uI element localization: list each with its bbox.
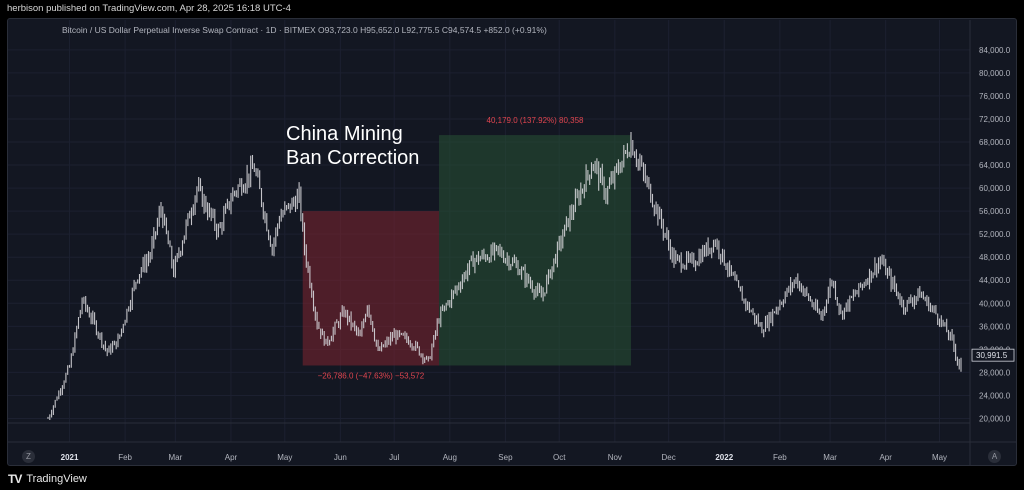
y-tick-label: 72,000.0 [979, 115, 1011, 124]
annotation-text: Ban Correction [286, 147, 419, 169]
x-tick-label: May [932, 453, 947, 462]
x-tick-label: Mar [823, 453, 837, 462]
y-tick-label: 68,000.0 [979, 138, 1011, 147]
published-info: herbison published on TradingView.com, A… [7, 3, 291, 14]
x-tick-label: Feb [773, 453, 787, 462]
y-tick-label: 20,000.0 [979, 414, 1011, 423]
x-tick-label: Jul [389, 453, 399, 462]
auto-scale-button[interactable]: A [988, 450, 1001, 463]
tradingview-brand: TradingView [26, 473, 87, 485]
last-price-tag [971, 348, 1015, 362]
bear-zone-label: −26,786.0 (−47.63%) −53,572 [318, 371, 425, 380]
y-tick-label: 48,000.0 [979, 253, 1011, 262]
publish-bar: herbison published on TradingView.com, A… [0, 0, 1024, 18]
y-tick-label: 76,000.0 [979, 92, 1011, 101]
price-series [47, 132, 962, 420]
x-tick-label: 2022 [715, 453, 733, 462]
bull-zone-label: 40,179.0 (137.92%) 80,358 [487, 116, 585, 125]
x-tick-label: Mar [168, 453, 182, 462]
y-tick-label: 40,000.0 [979, 299, 1011, 308]
x-tick-label: Apr [225, 453, 238, 462]
x-tick-label: May [277, 453, 292, 462]
footer-bar: TV TradingView [0, 466, 1024, 490]
x-tick-label: Oct [553, 453, 566, 462]
x-tick-label: Apr [879, 453, 892, 462]
y-tick-label: 80,000.0 [979, 69, 1011, 78]
y-tick-label: 36,000.0 [979, 322, 1011, 331]
annotation-text: China Mining [286, 123, 403, 145]
y-tick-label: 24,000.0 [979, 391, 1011, 400]
tradingview-logo-icon: TV [8, 472, 22, 486]
x-tick-label: Sep [498, 453, 513, 462]
bear-zone [302, 211, 440, 366]
tradingview-logo[interactable]: TV TradingView [8, 472, 87, 486]
x-tick-label: 2021 [61, 453, 79, 462]
x-tick-label: Aug [443, 453, 457, 462]
y-tick-label: 52,000.0 [979, 230, 1011, 239]
y-tick-label: 84,000.0 [979, 46, 1011, 55]
symbol-legend: Bitcoin / US Dollar Perpetual Inverse Sw… [62, 25, 547, 35]
y-tick-label: 56,000.0 [979, 207, 1011, 216]
y-tick-label: 44,000.0 [979, 276, 1011, 285]
y-tick-label: 60,000.0 [979, 184, 1011, 193]
x-tick-label: Jun [334, 453, 347, 462]
x-tick-label: Feb [118, 453, 132, 462]
last-price-label: 30,991.5 [976, 351, 1008, 360]
y-tick-label: 28,000.0 [979, 368, 1011, 377]
y-tick-label: 64,000.0 [979, 161, 1011, 170]
zoom-button[interactable]: Z [22, 450, 35, 463]
x-tick-label: Dec [662, 453, 676, 462]
x-tick-label: Nov [608, 453, 622, 462]
